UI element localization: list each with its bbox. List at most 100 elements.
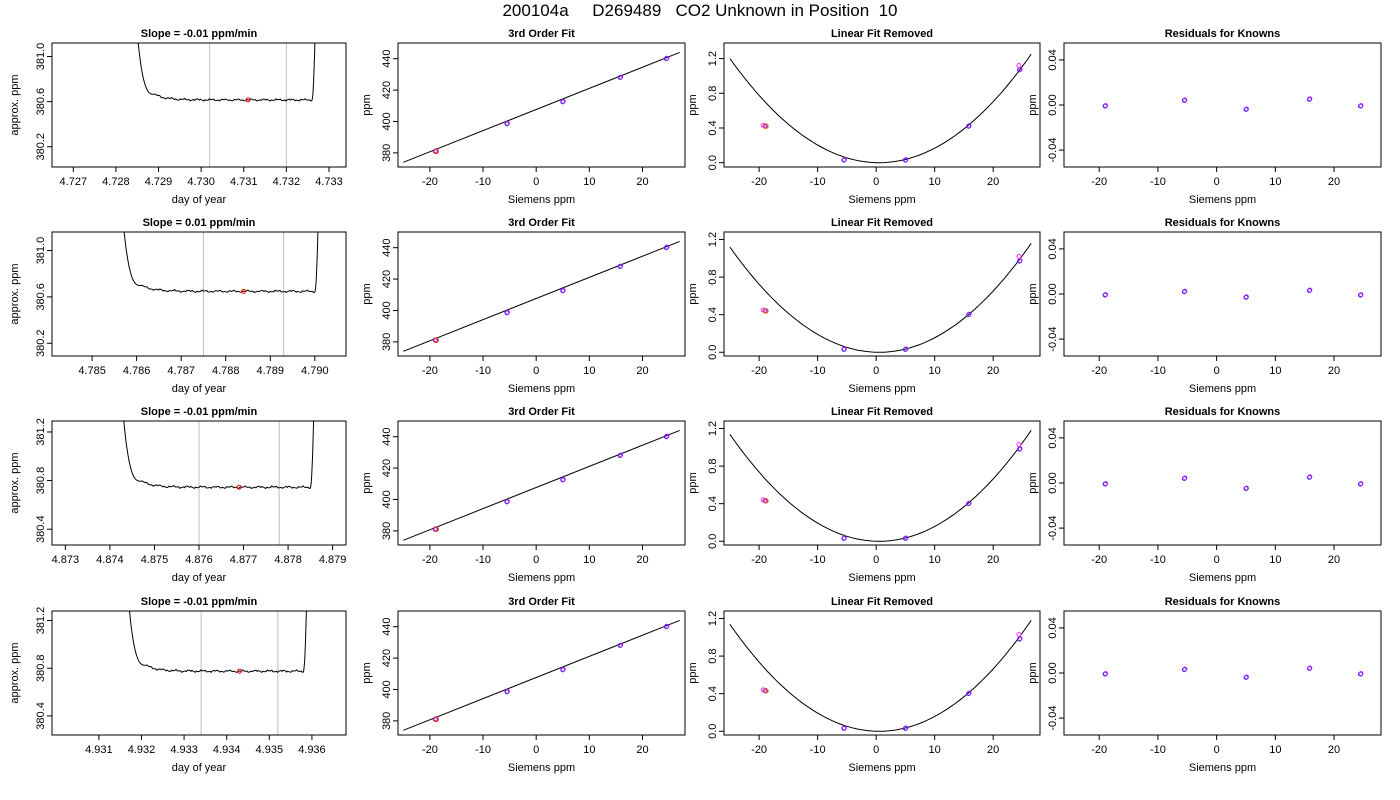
x-tick-label: 4.879: [319, 554, 347, 566]
y-tick-label: 381.2: [35, 607, 47, 635]
x-tick-label: 0: [873, 176, 879, 188]
chart-title: 3rd Order Fit: [508, 596, 575, 608]
data-point: [1357, 481, 1363, 487]
data-point-overlay: [903, 157, 909, 162]
x-tick-label: 10: [929, 365, 941, 377]
data-point-overlay: [1244, 674, 1249, 680]
data-point-overlay: [1358, 671, 1364, 676]
fit-line: [403, 619, 680, 731]
x-tick-label: 10: [1269, 744, 1281, 756]
data-point: [560, 667, 566, 673]
x-axis-label: Siemens ppm: [508, 194, 575, 206]
data-point-overlay: [1244, 294, 1249, 300]
data-point: [1017, 446, 1023, 452]
y-tick-label: 0.00: [1047, 283, 1059, 304]
data-point: [760, 687, 766, 693]
data-point-overlay: [842, 725, 847, 731]
x-tick-label: 0: [533, 554, 539, 566]
data-point: [663, 434, 669, 440]
x-tick-label: -20: [751, 554, 767, 566]
fit-line: [403, 429, 680, 541]
x-tick-label: -20: [751, 176, 767, 188]
data-point-overlay: [618, 452, 624, 458]
plot-frame: [1063, 420, 1382, 546]
x-tick-label: 4.733: [315, 176, 343, 188]
chart-panel-r3-c3: Linear Fit Removed -20 -10 0 10 20 0.0 0.4 0.8 1.…: [687, 406, 1041, 584]
x-tick-label: 0: [533, 744, 539, 756]
data-point-overlay: [1358, 103, 1364, 108]
fit-curve: [729, 243, 1032, 353]
x-tick-label: -20: [422, 365, 438, 377]
y-tick-label: 380.2: [35, 133, 47, 161]
y-axis-label: approx. ppm: [9, 452, 21, 513]
data-point-overlay: [1307, 474, 1313, 480]
x-tick-label: 10: [583, 176, 595, 188]
x-tick-label: -20: [1091, 365, 1107, 377]
data-point: [1243, 486, 1249, 492]
data-point-overlay: [618, 74, 624, 80]
y-tick-label: 0.0: [707, 345, 719, 360]
data-point: [966, 501, 972, 507]
data-point: [902, 535, 908, 541]
data-point: [1357, 103, 1363, 109]
y-tick-label: 0.0: [707, 155, 719, 170]
plot-area: [137, 43, 316, 167]
data-point: [841, 157, 847, 163]
y-tick-label: 0.4: [707, 120, 719, 135]
data-point: [1102, 671, 1108, 677]
x-tick-label: -10: [810, 554, 826, 566]
y-axis-label: approx. ppm: [9, 263, 21, 324]
chart-title: Linear Fit Removed: [831, 217, 933, 229]
y-tick-label: 420: [381, 81, 393, 99]
data-trace: [129, 611, 307, 674]
x-tick-label: -20: [751, 744, 767, 756]
x-tick-label: 0: [1214, 744, 1220, 756]
plot-area: [729, 53, 1032, 164]
y-tick-label: 440: [381, 239, 393, 257]
chart-title: Slope = -0.01 ppm/min: [141, 28, 258, 40]
fit-curve: [729, 53, 1032, 164]
y-tick-label: 0.04: [1047, 427, 1059, 448]
data-point: [504, 499, 510, 505]
data-point: [617, 643, 623, 649]
x-tick-label: 10: [1269, 554, 1281, 566]
chart-panel-r4-c3: Linear Fit Removed -20 -10 0 10 20 0.0 0.4 0.8 1.…: [687, 596, 1041, 774]
data-point-overlay: [561, 287, 566, 293]
sample-marker: [433, 526, 439, 533]
fit-curve: [729, 620, 1032, 732]
chart-panel-r1-c1: Slope = -0.01 ppm/min 4.727 4.728 4.729 4.73…: [9, 28, 347, 206]
plot-area: [123, 232, 319, 356]
y-tick-label: 381.0: [35, 43, 47, 71]
x-axis-label: day of year: [172, 572, 227, 584]
x-tick-label: 10: [1269, 176, 1281, 188]
data-point-overlay: [966, 123, 972, 128]
chart-title: Residuals for Knowns: [1165, 406, 1281, 418]
plot-area: [1102, 474, 1364, 492]
x-tick-label: 4.785: [78, 365, 106, 377]
x-tick-label: 4.727: [60, 176, 88, 188]
data-point-overlay: [1182, 97, 1188, 103]
y-axis-label: ppm: [1027, 662, 1039, 683]
data-point-overlay: [561, 666, 566, 672]
x-axis-label: Siemens ppm: [1189, 762, 1256, 774]
chart-title: Slope = 0.01 ppm/min: [143, 217, 256, 229]
y-tick-label: 440: [381, 618, 393, 636]
chart-panel-r4-c2: 3rd Order Fit -20 -10 0 10 20 380 400 420 440 Siem…: [361, 596, 686, 774]
data-point-overlay: [1244, 485, 1249, 491]
data-point: [1102, 103, 1108, 109]
data-point-overlay: [1103, 103, 1109, 108]
x-tick-label: 4.788: [212, 365, 240, 377]
plot-area: [1102, 665, 1364, 681]
data-point: [1306, 288, 1312, 294]
chart-panel-r2-c1: Slope = 0.01 ppm/min 4.785 4.786 4.787 4.788…: [9, 217, 347, 395]
plot-area: [123, 421, 315, 545]
y-axis-label: ppm: [1027, 472, 1039, 493]
y-tick-label: 380: [381, 712, 393, 730]
x-tick-label: 4.729: [145, 176, 173, 188]
page-title: 200104a D269489 CO2 Unknown in Position …: [502, 1, 898, 20]
y-axis-label: ppm: [361, 94, 373, 115]
y-tick-label: 0.4: [707, 686, 719, 701]
y-axis-label: ppm: [687, 94, 699, 115]
data-point-overlay: [1358, 481, 1364, 486]
data-point-overlay: [1103, 671, 1109, 676]
